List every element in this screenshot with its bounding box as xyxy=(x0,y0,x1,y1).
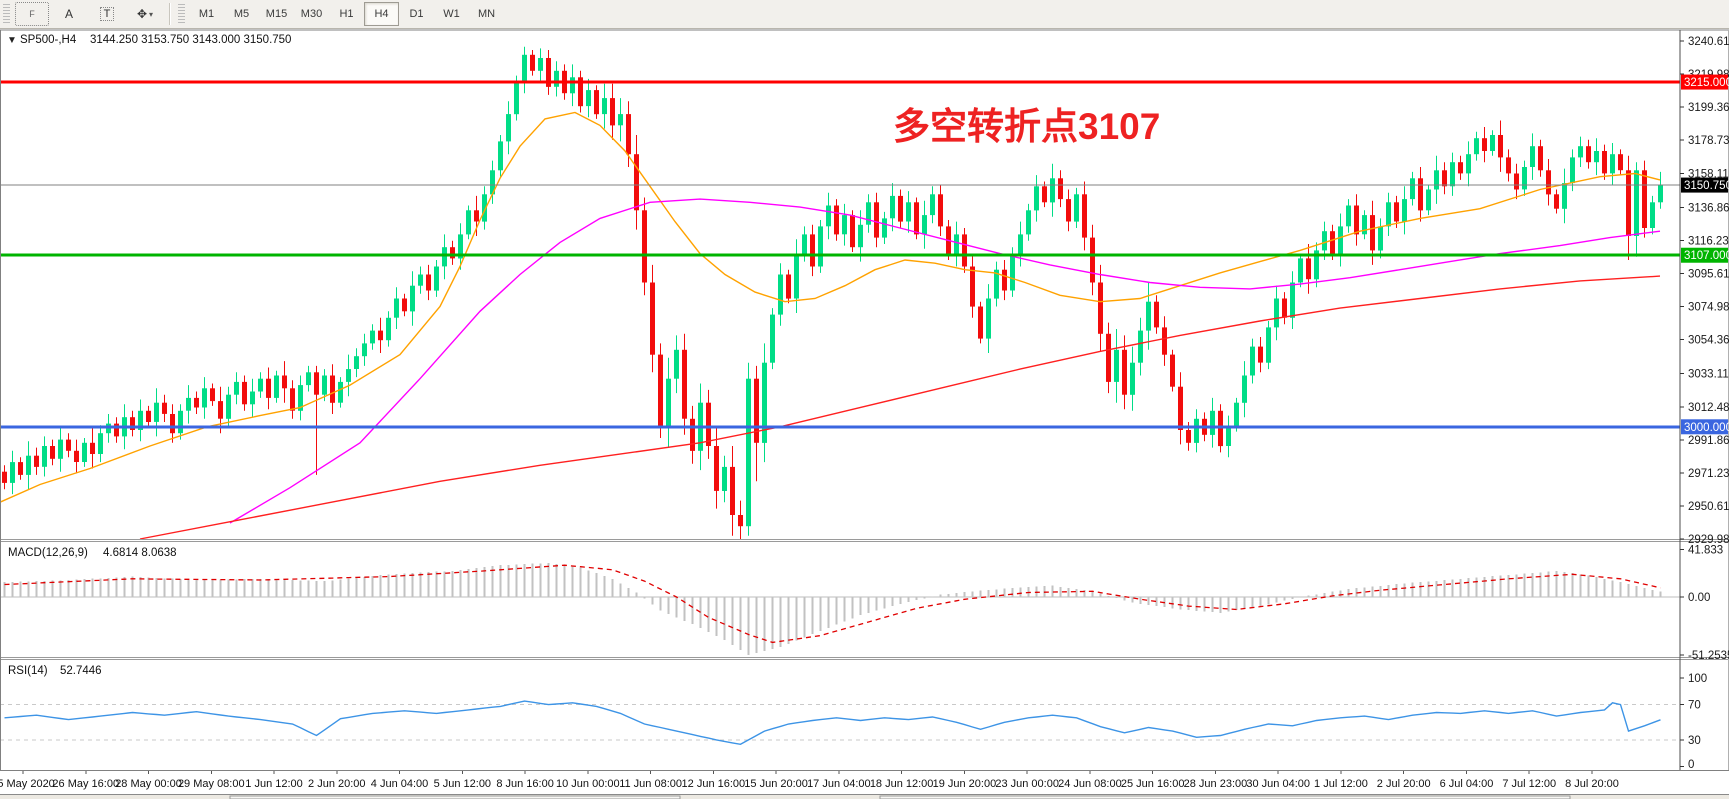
price-tick-label: 3199.360 xyxy=(1688,102,1729,114)
timeframe-button-m30[interactable]: M30 xyxy=(300,8,323,20)
chart-tab[interactable] xyxy=(229,795,681,799)
time-tick-label: 12 Jun 16:00 xyxy=(682,778,746,790)
price-tick-label: 2971.235 xyxy=(1688,468,1729,480)
candlestick-chart-canvas[interactable]: 3240.6103219.9853199.3603178.7353158.110… xyxy=(0,29,1729,799)
time-tick-label: 1 Jun 12:00 xyxy=(245,778,303,790)
time-tick-label: 7 Jul 12:00 xyxy=(1502,778,1556,790)
price-tick-label: 3158.110 xyxy=(1688,168,1729,180)
price-tick-label: 3178.735 xyxy=(1688,135,1729,147)
price-tag-label: 3150.750 xyxy=(1684,180,1729,192)
candles-layer xyxy=(2,46,1663,539)
macd-indicator-label: MACD(12,26,9) xyxy=(8,547,88,559)
macd-axis-label: 0.00 xyxy=(1688,592,1710,604)
price-tag-label: 3215.000 xyxy=(1684,77,1729,89)
timeframe-button-h4[interactable]: H4 xyxy=(364,2,399,26)
text-tool-icon: T xyxy=(99,7,115,21)
arrows-icon: ✥ xyxy=(136,7,148,21)
time-tick-label: 30 Jun 04:00 xyxy=(1246,778,1310,790)
time-tick-label: 23 Jun 00:00 xyxy=(995,778,1059,790)
timeframe-button-mn[interactable]: MN xyxy=(477,8,496,20)
time-tick-label: 17 Jun 04:00 xyxy=(807,778,871,790)
time-tick-label: 26 May 16:00 xyxy=(52,778,119,790)
rsi-indicator-value: 52.7446 xyxy=(60,665,102,677)
chart-tab[interactable] xyxy=(879,795,1571,799)
time-axis[interactable] xyxy=(0,771,1729,794)
time-tick-label: 11 Jun 08:00 xyxy=(619,778,682,790)
time-tick-label: 8 Jul 20:00 xyxy=(1565,778,1619,790)
pane-splitter-macd[interactable] xyxy=(0,539,1729,542)
arrows-tool-button[interactable]: ✥ ▾ xyxy=(127,2,163,26)
price-tick-label: 2929.985 xyxy=(1688,534,1729,546)
price-tick-label: 3012.485 xyxy=(1688,402,1729,414)
timeframe-button-m1[interactable]: M1 xyxy=(198,8,215,20)
macd-axis-label: -51.2535 xyxy=(1688,650,1729,662)
time-tick-label: 1 Jul 12:00 xyxy=(1314,778,1368,790)
time-tick-label: 25 May 2020 xyxy=(0,778,55,790)
toolbar-separator xyxy=(169,3,170,25)
price-tick-label: 3116.235 xyxy=(1688,235,1729,247)
price-tick-label: 2950.610 xyxy=(1688,501,1729,513)
pane-splitter-rsi[interactable] xyxy=(0,657,1729,660)
annotation-text: 多空转折点3107 xyxy=(893,106,1160,147)
time-tick-label: 5 Jun 12:00 xyxy=(434,778,492,790)
text-tool-button[interactable]: T xyxy=(89,2,125,26)
timeframe-button-m15[interactable]: M15 xyxy=(265,8,288,20)
rsi-axis-label: 100 xyxy=(1688,673,1707,685)
time-tick-label: 10 Jun 00:00 xyxy=(556,778,620,790)
timeframe-group: M1 M5 M15 M30 H1 H4 D1 W1 MN xyxy=(189,2,504,26)
macd-indicator-values: 4.6814 8.0638 xyxy=(103,547,177,559)
price-tag xyxy=(1681,177,1728,193)
cursor-tool-button[interactable]: A xyxy=(64,7,73,21)
frame-mode-icon[interactable]: F xyxy=(15,2,49,26)
time-tick-label: 28 May 00:00 xyxy=(115,778,182,790)
time-tick-label: 29 May 08:00 xyxy=(178,778,245,790)
price-tick-label: 3136.860 xyxy=(1688,202,1729,214)
time-tick-label: 2 Jul 20:00 xyxy=(1377,778,1431,790)
price-tick-label: 2991.860 xyxy=(1688,435,1729,447)
toolbar-drag-handle[interactable] xyxy=(3,4,10,24)
chevron-down-icon: ▾ xyxy=(149,9,154,19)
ma-mid-line xyxy=(229,198,1661,524)
bottom-tab-strip[interactable] xyxy=(0,794,1729,799)
rsi-axis-label: 30 xyxy=(1688,735,1701,747)
price-tick-label: 3054.360 xyxy=(1688,335,1729,347)
timeframe-button-d1[interactable]: D1 xyxy=(409,8,424,20)
time-tick-label: 2 Jun 20:00 xyxy=(308,778,366,790)
symbol-dropdown-icon[interactable]: ▼ xyxy=(7,35,17,46)
time-tick-label: 18 Jun 12:00 xyxy=(870,778,934,790)
price-tick-label: 3074.985 xyxy=(1688,302,1729,314)
price-tag xyxy=(1681,419,1728,435)
price-tag xyxy=(1681,247,1728,263)
top-toolbar: F A T ✥ ▾ M1 M5 M15 M30 H1 H4 D1 W1 MN xyxy=(0,0,1729,29)
timeframe-button-h1[interactable]: H1 xyxy=(339,8,354,20)
price-tick-label: 3033.110 xyxy=(1688,369,1729,381)
chart-title-symbol: SP500-,H4 xyxy=(20,34,77,46)
rsi-indicator-label: RSI(14) xyxy=(8,665,48,677)
rsi-axis-label: 0 xyxy=(1688,759,1694,771)
timeframe-drag-handle[interactable] xyxy=(178,4,185,24)
chart-title-ohlc: 3144.250 3153.750 3143.000 3150.750 xyxy=(90,34,291,46)
ma-slow-line xyxy=(139,275,1661,540)
price-tick-label: 3240.610 xyxy=(1688,36,1729,48)
rsi-axis-label: 70 xyxy=(1688,700,1701,712)
time-tick-label: 28 Jun 23:00 xyxy=(1184,778,1248,790)
price-tick-label: 3095.610 xyxy=(1688,268,1729,280)
price-tag xyxy=(1681,74,1728,90)
time-tick-label: 4 Jun 04:00 xyxy=(371,778,429,790)
ma-fast-line xyxy=(0,111,1661,503)
time-tick-label: 8 Jun 16:00 xyxy=(496,778,554,790)
chart-graphics-layer: 3240.6103219.9853199.3603178.7353158.110… xyxy=(0,29,1729,799)
timeframe-button-m5[interactable]: M5 xyxy=(233,8,250,20)
macd-axis-label: 41.833 xyxy=(1688,545,1723,557)
time-tick-label: 24 Jun 08:00 xyxy=(1058,778,1122,790)
timeframe-button-w1[interactable]: W1 xyxy=(443,8,460,20)
price-tag-label: 3107.000 xyxy=(1684,250,1729,262)
time-tick-label: 25 Jun 16:00 xyxy=(1121,778,1185,790)
price-tag-label: 3000.000 xyxy=(1684,422,1729,434)
time-tick-label: 19 Jun 20:00 xyxy=(933,778,997,790)
time-tick-label: 6 Jul 04:00 xyxy=(1440,778,1494,790)
time-tick-label: 15 Jun 20:00 xyxy=(744,778,808,790)
